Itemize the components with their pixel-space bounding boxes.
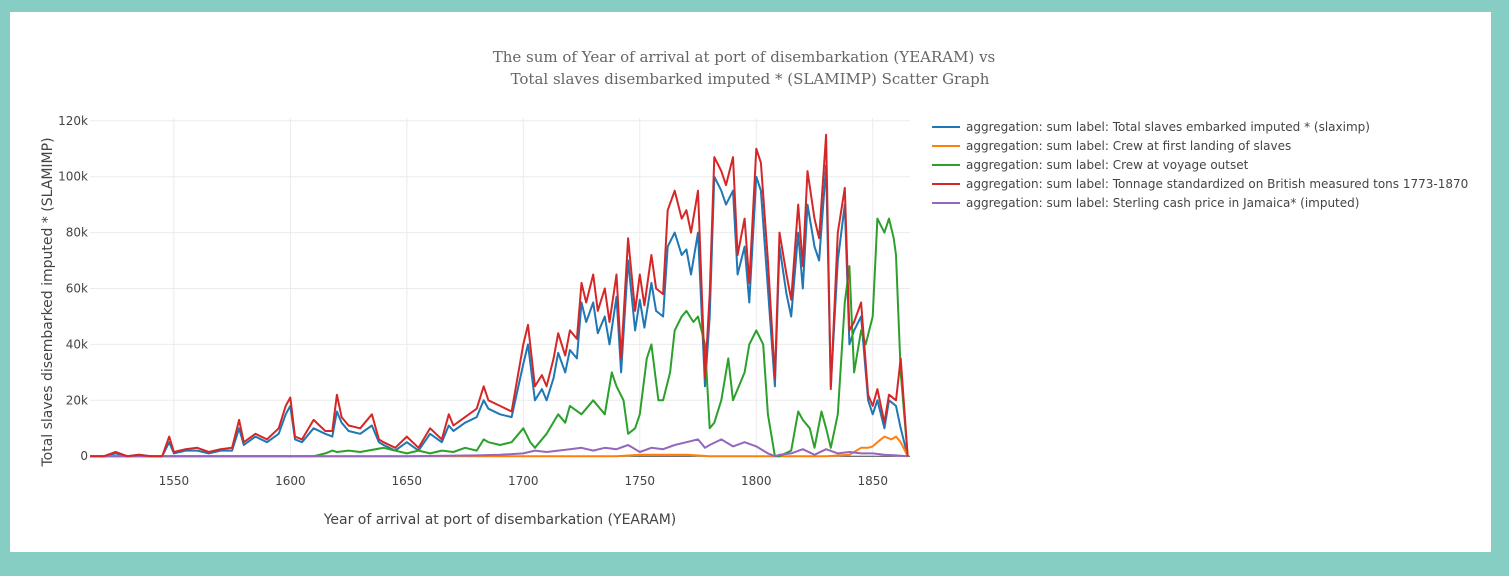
- legend-label: aggregation: sum label: Total slaves emb…: [966, 120, 1370, 134]
- y-axis: 0 20k 40k 60k 80k 100k 120k: [58, 114, 88, 463]
- series-line-0[interactable]: [90, 164, 909, 458]
- y-tick-label: 120k: [58, 114, 88, 128]
- x-tick-label: 1750: [624, 474, 655, 488]
- x-tick-label: 1600: [275, 474, 306, 488]
- chart-title-line-1: The sum of Year of arrival at port of di…: [493, 48, 996, 66]
- y-tick-label: 60k: [66, 282, 88, 296]
- y-axis-title: Total slaves disembarked imputed * (SLAM…: [40, 137, 56, 467]
- x-axis: 1550 1600 1650 1700 1750 1800 1850: [159, 474, 888, 488]
- x-tick-label: 1700: [508, 474, 539, 488]
- chart: The sum of Year of arrival at port of di…: [40, 48, 1468, 528]
- series-line-2[interactable]: [90, 217, 909, 458]
- y-tick-label: 100k: [58, 170, 88, 184]
- legend-label: aggregation: sum label: Tonnage standard…: [966, 177, 1468, 191]
- legend-label: aggregation: sum label: Sterling cash pr…: [966, 196, 1359, 210]
- legend-item-1[interactable]: aggregation: sum label: Crew at first la…: [932, 139, 1291, 153]
- legend[interactable]: aggregation: sum label: Total slaves emb…: [932, 120, 1468, 210]
- y-tick-label: 80k: [66, 226, 88, 240]
- series-line-3[interactable]: [90, 133, 909, 458]
- y-tick-label: 0: [80, 449, 88, 463]
- series-group: [90, 133, 909, 458]
- chart-title-line-2: Total slaves disembarked imputed * (SLAM…: [511, 70, 990, 88]
- x-tick-label: 1650: [392, 474, 423, 488]
- x-tick-label: 1850: [857, 474, 888, 488]
- series-line-1[interactable]: [90, 435, 909, 458]
- legend-item-3[interactable]: aggregation: sum label: Tonnage standard…: [932, 177, 1468, 191]
- legend-item-0[interactable]: aggregation: sum label: Total slaves emb…: [932, 120, 1370, 134]
- chart-panel: The sum of Year of arrival at port of di…: [10, 12, 1491, 552]
- legend-item-4[interactable]: aggregation: sum label: Sterling cash pr…: [932, 196, 1359, 210]
- x-axis-title: Year of arrival at port of disembarkatio…: [323, 512, 677, 528]
- y-tick-label: 20k: [66, 393, 88, 407]
- grid: [90, 118, 910, 459]
- x-tick-label: 1550: [159, 474, 190, 488]
- y-tick-label: 40k: [66, 337, 88, 351]
- x-tick-label: 1800: [741, 474, 772, 488]
- legend-label: aggregation: sum label: Crew at first la…: [966, 139, 1291, 153]
- series-line-4[interactable]: [90, 438, 908, 458]
- legend-item-2[interactable]: aggregation: sum label: Crew at voyage o…: [932, 158, 1249, 172]
- legend-label: aggregation: sum label: Crew at voyage o…: [966, 158, 1249, 172]
